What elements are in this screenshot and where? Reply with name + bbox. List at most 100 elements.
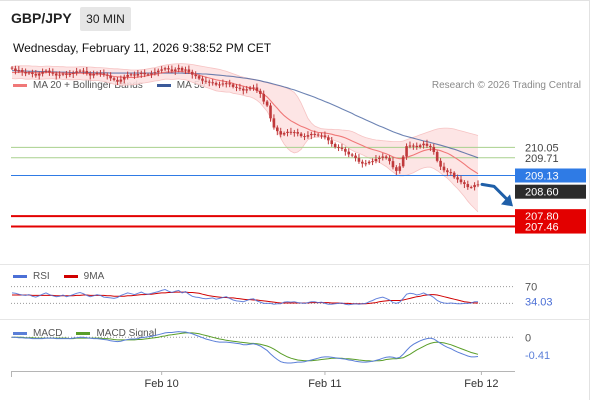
- candle-68: [241, 86, 245, 95]
- candle-body-105: [367, 161, 371, 164]
- candle-body-5: [27, 72, 31, 74]
- candle-134: [466, 180, 470, 190]
- candle-122: [425, 139, 429, 148]
- candle-108: [378, 155, 381, 163]
- candle-body-120: [418, 145, 422, 148]
- candle-103: [361, 159, 364, 168]
- candle-body-47: [170, 69, 174, 71]
- candle-88: [310, 131, 313, 140]
- candle-86: [303, 133, 306, 141]
- candle-23: [88, 71, 92, 80]
- candle-109: [381, 153, 385, 161]
- candle-9: [41, 68, 44, 77]
- candle-body-51: [184, 69, 187, 71]
- candle-94: [330, 136, 334, 147]
- time-tick-label-0: Feb 10: [145, 378, 179, 390]
- candle-126: [439, 158, 442, 170]
- candle-47: [170, 65, 174, 74]
- time-tick-label-1: Feb 11: [308, 378, 341, 390]
- candle-44: [160, 66, 163, 74]
- candle-body-61: [218, 84, 221, 86]
- candle-body-12: [51, 72, 55, 74]
- bollinger-band-area: [12, 63, 478, 212]
- candle-body-62: [221, 83, 225, 85]
- candle-body-127: [442, 166, 446, 171]
- candle-106: [371, 158, 374, 166]
- candle-65: [231, 82, 235, 89]
- candle-body-104: [364, 163, 368, 165]
- candle-body-112: [391, 161, 395, 168]
- candle-body-4: [24, 71, 27, 74]
- candle-83: [293, 129, 296, 137]
- candle-36: [133, 71, 136, 79]
- candle-body-81: [286, 131, 289, 134]
- candle-84: [296, 128, 300, 137]
- candle-body-13: [54, 73, 58, 76]
- candle-89: [313, 130, 317, 138]
- candle-body-15: [61, 73, 65, 75]
- candle-body-117: [408, 145, 412, 147]
- candle-18: [71, 70, 75, 78]
- candle-body-38: [139, 72, 143, 75]
- candle-body-86: [303, 136, 306, 138]
- candle-70: [248, 85, 252, 91]
- macd-level-label: 0: [525, 332, 531, 344]
- candle-15: [61, 72, 65, 77]
- candle-49: [177, 64, 180, 73]
- candle-body-132: [459, 179, 463, 183]
- candle-28: [105, 72, 109, 80]
- candle-42: [153, 68, 157, 76]
- candle-body-11: [48, 70, 51, 73]
- candle-body-25: [95, 72, 99, 75]
- candle-56: [201, 75, 204, 85]
- candle-body-116: [405, 146, 408, 157]
- candle-33: [122, 74, 126, 84]
- candle-104: [364, 159, 368, 167]
- candle-60: [214, 81, 218, 87]
- candle-17: [68, 70, 72, 78]
- candle-16: [65, 70, 68, 79]
- candle-120: [418, 143, 422, 149]
- candle-body-46: [167, 68, 170, 70]
- candle-body-130: [452, 172, 456, 178]
- candle-40: [146, 72, 150, 77]
- candle-35: [129, 72, 133, 77]
- candle-85: [299, 132, 303, 138]
- candle-body-71: [252, 87, 255, 89]
- candle-29: [109, 72, 112, 82]
- candle-body-65: [231, 84, 235, 87]
- candle-body-23: [88, 73, 92, 76]
- candle-99: [347, 148, 351, 158]
- candle-12: [51, 68, 55, 76]
- candle-75: [265, 100, 269, 108]
- candle-79: [279, 127, 283, 138]
- candle-73: [259, 88, 262, 98]
- candle-body-119: [415, 145, 419, 148]
- candle-body-64: [228, 83, 231, 85]
- candle-body-84: [296, 132, 300, 134]
- legend-item-rsi-ma: 9MA: [63, 271, 104, 282]
- timeframe-button[interactable]: 30 MIN: [80, 7, 131, 31]
- candle-body-93: [327, 137, 330, 141]
- candle-10: [44, 69, 48, 74]
- candle-body-66: [235, 86, 238, 88]
- candle-11: [48, 67, 51, 76]
- candle-124: [432, 143, 436, 155]
- candle-6: [31, 69, 34, 78]
- candle-93: [327, 135, 330, 145]
- candle-13: [54, 71, 58, 80]
- candle-body-124: [432, 147, 436, 152]
- candle-53: [190, 69, 194, 79]
- candle-body-36: [133, 74, 136, 76]
- candle-31: [116, 77, 119, 86]
- candle-74: [262, 90, 266, 105]
- candle-body-41: [150, 73, 153, 75]
- candle-body-122: [425, 143, 429, 146]
- candle-body-83: [293, 132, 296, 134]
- candle-body-100: [350, 154, 354, 156]
- candle-67: [238, 83, 242, 91]
- candle-body-78: [276, 127, 279, 132]
- candle-61: [218, 81, 221, 89]
- candle-8: [37, 71, 41, 80]
